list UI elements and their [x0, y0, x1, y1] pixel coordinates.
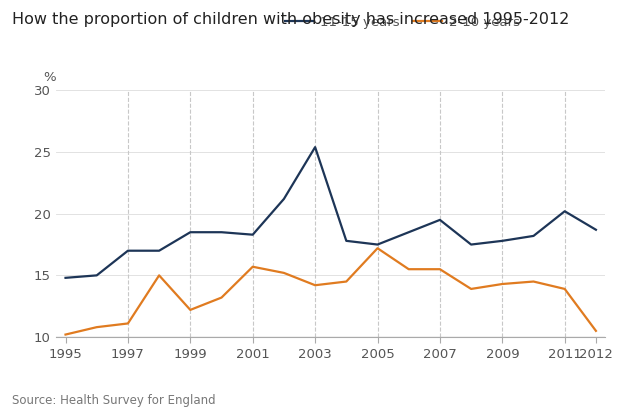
- 11-15 years: [280, 196, 288, 201]
- 2-10 years: [343, 279, 350, 284]
- 2-10 years: [499, 282, 506, 286]
- 11-15 years: [93, 273, 100, 278]
- 2-10 years: [280, 270, 288, 275]
- 11-15 years: [374, 242, 381, 247]
- 2-10 years: [436, 267, 444, 272]
- 11-15 years: [405, 230, 412, 235]
- 11-15 years: [499, 238, 506, 243]
- 2-10 years: [561, 286, 568, 291]
- 2-10 years: [592, 328, 600, 333]
- 11-15 years: [218, 230, 225, 235]
- Text: %: %: [44, 71, 56, 84]
- 2-10 years: [311, 283, 319, 288]
- 2-10 years: [93, 325, 100, 330]
- 11-15 years: [436, 217, 444, 222]
- Line: 2-10 years: 2-10 years: [66, 248, 596, 335]
- 11-15 years: [62, 275, 69, 280]
- Text: How the proportion of children with obesity has increased 1995-2012: How the proportion of children with obes…: [12, 12, 570, 27]
- Legend: 11-15 years, 2-10 years: 11-15 years, 2-10 years: [280, 11, 525, 34]
- 2-10 years: [155, 273, 163, 278]
- 11-15 years: [467, 242, 475, 247]
- 2-10 years: [249, 264, 256, 269]
- 2-10 years: [124, 321, 132, 326]
- 11-15 years: [592, 227, 600, 232]
- 11-15 years: [311, 145, 319, 150]
- 2-10 years: [218, 295, 225, 300]
- 11-15 years: [124, 248, 132, 253]
- 11-15 years: [187, 230, 194, 235]
- 2-10 years: [62, 332, 69, 337]
- 2-10 years: [530, 279, 537, 284]
- 11-15 years: [155, 248, 163, 253]
- 2-10 years: [467, 286, 475, 291]
- Line: 11-15 years: 11-15 years: [66, 147, 596, 278]
- 11-15 years: [343, 238, 350, 243]
- 11-15 years: [530, 233, 537, 238]
- 2-10 years: [405, 267, 412, 272]
- Text: Source: Health Survey for England: Source: Health Survey for England: [12, 394, 216, 407]
- 11-15 years: [561, 209, 568, 214]
- 2-10 years: [374, 246, 381, 251]
- 2-10 years: [187, 307, 194, 312]
- 11-15 years: [249, 232, 256, 237]
